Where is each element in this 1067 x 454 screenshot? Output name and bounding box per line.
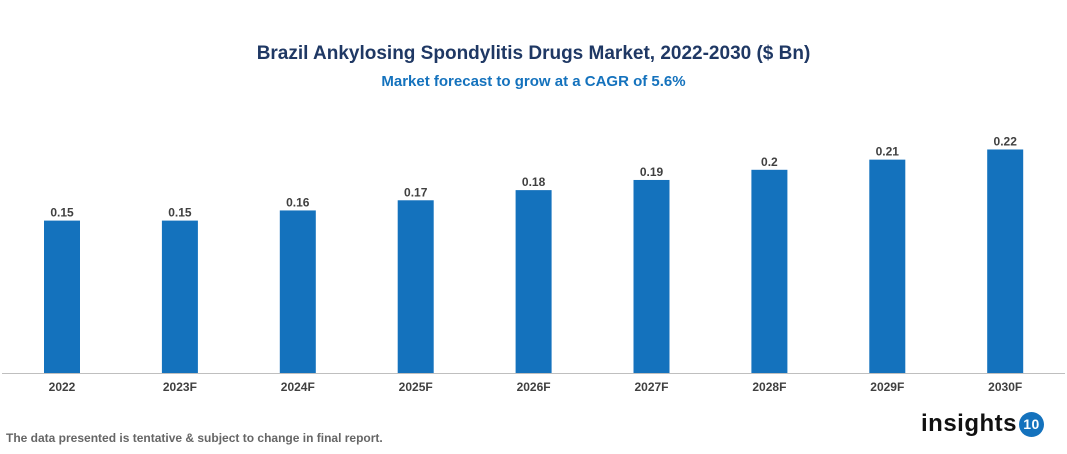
- x-tick-label-2027F: 2027F: [634, 380, 668, 394]
- chart-title: Brazil Ankylosing Spondylitis Drugs Mark…: [256, 43, 811, 64]
- x-tick-label-2029F: 2029F: [870, 380, 904, 394]
- bar-2025F: [397, 200, 434, 373]
- bar-2028F: [751, 169, 788, 373]
- x-tick-label-2022: 2022: [49, 380, 76, 394]
- bar-2030F: [987, 149, 1024, 373]
- bar-chart: 0.15 2022 0.15 2023F 0.16 2024F 0.17 2025F 0.18 2…: [2, 134, 1065, 394]
- x-tick-label-2024F: 2024F: [281, 380, 315, 394]
- disclaimer-note: The data presented is tentative & subjec…: [6, 431, 383, 445]
- data-label-2029F: 0.21: [876, 145, 900, 159]
- data-label-2026F: 0.18: [522, 175, 546, 189]
- x-tick-label-2025F: 2025F: [399, 380, 433, 394]
- bar-2023F: [161, 220, 198, 373]
- x-tick-label-2030F: 2030F: [988, 380, 1022, 394]
- data-label-2022: 0.15: [50, 206, 74, 220]
- data-label-2023F: 0.15: [168, 206, 192, 220]
- bar-2024F: [279, 210, 316, 373]
- data-label-2028F: 0.2: [761, 155, 778, 169]
- data-label-2025F: 0.17: [404, 185, 428, 199]
- insights10-logo: insights 10: [921, 410, 1045, 438]
- data-label-2030F: 0.22: [994, 134, 1018, 148]
- bar-2026F: [515, 190, 552, 373]
- logo-text: insights: [921, 410, 1018, 437]
- bar-2022: [44, 220, 80, 373]
- chart-subtitle: Market forecast to grow at a CAGR of 5.6…: [381, 73, 686, 90]
- bar-2027F: [633, 179, 670, 373]
- logo-badge: 10: [1019, 411, 1045, 437]
- x-tick-label-2023F: 2023F: [163, 380, 197, 394]
- data-label-2024F: 0.16: [286, 195, 310, 209]
- data-label-2027F: 0.19: [640, 165, 664, 179]
- bar-2029F: [869, 159, 906, 373]
- x-tick-label-2028F: 2028F: [752, 380, 786, 394]
- x-tick-label-2026F: 2026F: [517, 380, 551, 394]
